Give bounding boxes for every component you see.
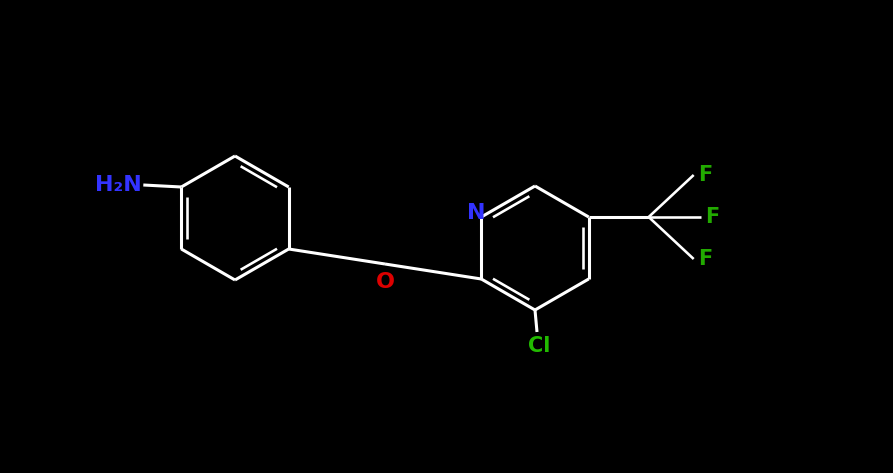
Text: Cl: Cl — [528, 336, 550, 356]
Text: F: F — [697, 165, 712, 185]
Text: O: O — [375, 272, 395, 292]
Text: N: N — [467, 203, 486, 223]
Text: F: F — [705, 207, 719, 227]
Text: H₂N: H₂N — [95, 175, 141, 195]
Text: F: F — [697, 249, 712, 269]
